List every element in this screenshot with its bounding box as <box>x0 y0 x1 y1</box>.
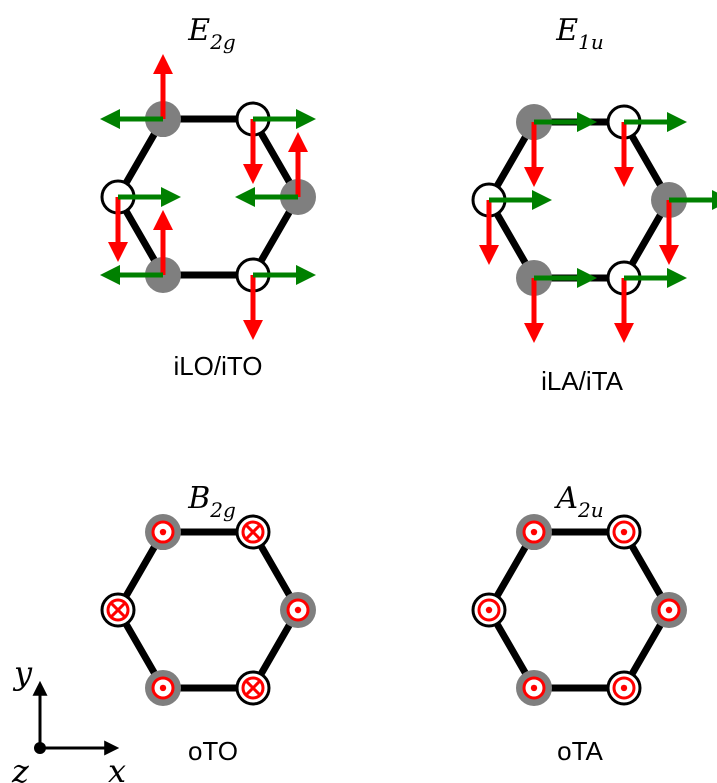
cross-mark <box>245 680 261 696</box>
symmetry-subscript: 2u <box>577 498 604 522</box>
symmetry-label: A2u <box>553 481 603 522</box>
dot-mark <box>620 684 628 692</box>
atom-filled <box>145 514 181 551</box>
atom-filled <box>516 669 552 706</box>
atom-open <box>606 670 642 706</box>
symmetry-subscript: 1u <box>578 30 604 54</box>
atom-filled <box>516 259 597 343</box>
hexagon-lattice <box>100 514 316 706</box>
hexagon-lattice <box>100 54 316 340</box>
cross-mark <box>110 602 126 618</box>
dot-mark <box>294 606 302 614</box>
atom-open <box>235 514 271 550</box>
atom-filled <box>100 54 181 138</box>
dot-mark <box>159 684 167 692</box>
atom-open <box>235 670 271 706</box>
dot-mark <box>530 528 538 536</box>
atom-open <box>235 101 316 185</box>
atom-open <box>606 104 687 188</box>
panel-e1u: E1u iLA/iTA <box>471 13 717 396</box>
atom-open <box>471 182 552 265</box>
dot-mark <box>485 606 493 614</box>
atom-filled <box>516 104 597 188</box>
atom-open <box>100 179 181 262</box>
atom-open <box>235 257 316 340</box>
symmetry-subscript: 2g <box>209 30 236 54</box>
symmetry-symbol: A <box>553 481 578 516</box>
panel-b2g: B2g oTO <box>100 481 316 766</box>
symmetry-symbol: E <box>187 13 210 48</box>
symmetry-symbol: B <box>187 481 210 516</box>
x-axis-label: x <box>108 752 126 783</box>
dot-mark <box>159 528 167 536</box>
panel-a2u: A2u oTA <box>471 481 687 766</box>
atom-open <box>471 592 507 628</box>
atom-open <box>606 260 687 343</box>
atom-filled <box>516 514 552 551</box>
atom-filled <box>280 592 316 628</box>
atom-filled <box>145 669 181 706</box>
atom-filled <box>235 132 316 215</box>
atom-open <box>606 514 642 550</box>
symmetry-label: E1u <box>555 13 604 54</box>
hexagon-lattice <box>471 104 717 343</box>
symmetry-subscript: 2g <box>209 498 236 522</box>
y-axis-label: y <box>12 654 33 692</box>
hexagon-lattice <box>471 514 687 706</box>
mode-caption: iLA/iTA <box>541 366 624 396</box>
mode-caption: iLO/iTO <box>173 351 262 381</box>
dot-mark <box>530 684 538 692</box>
z-axis-dot <box>34 742 46 754</box>
atom-filled <box>651 182 717 265</box>
atom-filled <box>100 209 181 293</box>
dot-mark <box>665 606 673 614</box>
mode-caption: oTO <box>188 736 238 766</box>
mode-caption: oTA <box>557 736 603 766</box>
dot-mark <box>620 528 628 536</box>
atom-open <box>100 592 136 628</box>
panel-e2g: E2g iLO/iTO <box>100 13 316 381</box>
symmetry-label: E2g <box>187 13 235 54</box>
cross-mark <box>245 524 261 540</box>
symmetry-label: B2g <box>187 481 236 522</box>
z-axis-label: z <box>11 752 30 783</box>
symmetry-symbol: E <box>555 13 578 48</box>
atom-filled <box>651 592 687 628</box>
coordinate-axes: y x z <box>11 654 126 783</box>
